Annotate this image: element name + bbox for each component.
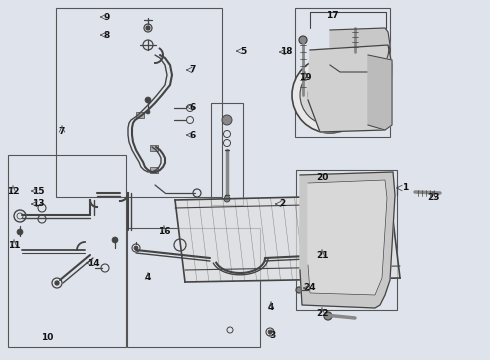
Circle shape — [222, 115, 232, 125]
Bar — [150, 167, 158, 173]
Text: 4: 4 — [145, 274, 151, 283]
Circle shape — [318, 83, 342, 107]
Bar — [136, 112, 144, 118]
Text: 10: 10 — [41, 333, 53, 342]
Bar — [211, 103, 243, 205]
Circle shape — [325, 90, 335, 100]
Text: 3: 3 — [269, 330, 275, 339]
Text: 1: 1 — [402, 184, 408, 193]
Text: 9: 9 — [104, 13, 110, 22]
Text: 6: 6 — [190, 103, 196, 112]
Text: 4: 4 — [268, 302, 274, 311]
Text: 6: 6 — [190, 130, 196, 139]
Text: 15: 15 — [32, 186, 44, 195]
Circle shape — [332, 232, 368, 268]
Polygon shape — [175, 195, 400, 282]
Polygon shape — [308, 180, 387, 295]
Circle shape — [308, 73, 352, 117]
Polygon shape — [300, 172, 395, 308]
Text: 23: 23 — [427, 193, 439, 202]
Text: 7: 7 — [59, 126, 65, 135]
Text: 16: 16 — [158, 226, 170, 235]
Text: 12: 12 — [7, 186, 19, 195]
Bar — [296, 170, 397, 310]
Circle shape — [305, 287, 311, 293]
Circle shape — [299, 36, 307, 44]
Text: 2: 2 — [279, 199, 285, 208]
Bar — [8, 155, 126, 347]
Circle shape — [324, 312, 332, 320]
Text: 19: 19 — [299, 72, 311, 81]
Circle shape — [112, 237, 118, 243]
Bar — [56, 8, 222, 197]
Text: 18: 18 — [280, 48, 292, 57]
Circle shape — [317, 259, 323, 265]
Text: 24: 24 — [304, 284, 317, 292]
Circle shape — [292, 57, 368, 133]
Circle shape — [134, 246, 138, 250]
Bar — [150, 145, 158, 151]
Circle shape — [146, 26, 150, 30]
Circle shape — [300, 65, 360, 125]
Circle shape — [224, 196, 230, 202]
Circle shape — [346, 246, 354, 254]
Circle shape — [17, 229, 23, 235]
Text: 20: 20 — [316, 172, 328, 181]
Polygon shape — [330, 28, 390, 72]
Bar — [127, 228, 260, 347]
Text: 7: 7 — [190, 66, 196, 75]
Text: 11: 11 — [8, 240, 20, 249]
Circle shape — [296, 287, 302, 293]
Polygon shape — [308, 45, 392, 132]
Text: 21: 21 — [316, 251, 328, 260]
Circle shape — [145, 97, 151, 103]
Text: 14: 14 — [87, 258, 99, 267]
Text: 17: 17 — [326, 10, 338, 19]
Text: 22: 22 — [316, 309, 328, 318]
Circle shape — [55, 281, 59, 285]
Text: 8: 8 — [104, 31, 110, 40]
Bar — [295, 8, 390, 137]
Circle shape — [340, 240, 360, 260]
Text: 5: 5 — [240, 46, 246, 55]
Polygon shape — [368, 55, 392, 130]
Circle shape — [268, 330, 272, 334]
Text: 13: 13 — [32, 199, 44, 208]
Circle shape — [146, 110, 150, 114]
